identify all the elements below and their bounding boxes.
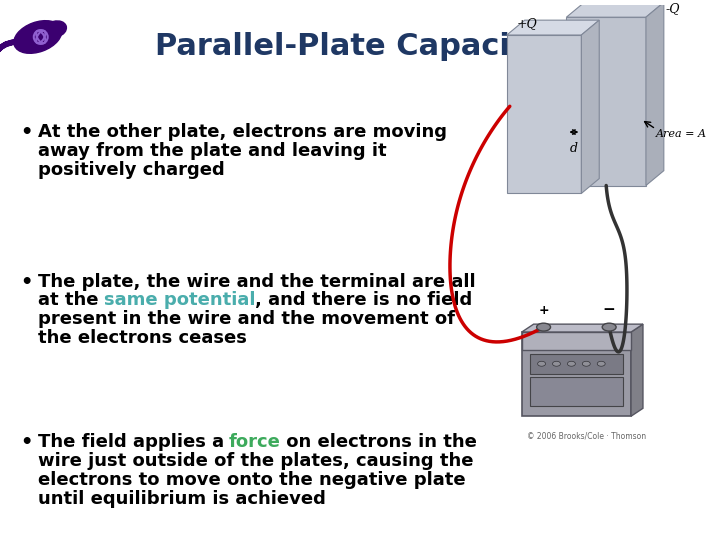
Bar <box>522 332 631 350</box>
Text: Parallel-Plate Capacitor: Parallel-Plate Capacitor <box>155 32 560 62</box>
Text: wire just outside of the plates, causing the: wire just outside of the plates, causing… <box>37 452 473 470</box>
Text: The plate, the wire and the terminal are all: The plate, the wire and the terminal are… <box>37 273 475 291</box>
Text: at the: at the <box>37 292 104 309</box>
Text: •: • <box>20 433 32 452</box>
Bar <box>522 332 631 416</box>
Text: •: • <box>20 123 32 142</box>
Ellipse shape <box>552 361 560 366</box>
Text: The field applies a: The field applies a <box>37 433 230 451</box>
Bar <box>530 354 623 374</box>
Polygon shape <box>507 20 599 35</box>
Text: © 2006 Brooks/Cole · Thomson: © 2006 Brooks/Cole · Thomson <box>527 431 646 440</box>
Text: electrons to move onto the negative plate: electrons to move onto the negative plat… <box>37 471 465 489</box>
Bar <box>507 35 581 193</box>
Ellipse shape <box>536 323 551 331</box>
Text: +Q: +Q <box>517 17 538 30</box>
Text: away from the plate and leaving it: away from the plate and leaving it <box>37 141 387 160</box>
Ellipse shape <box>538 361 546 366</box>
Text: on electrons in the: on electrons in the <box>281 433 477 451</box>
Text: •: • <box>20 273 32 292</box>
FancyArrowPatch shape <box>0 42 15 55</box>
Polygon shape <box>646 2 664 186</box>
Text: until equilibrium is achieved: until equilibrium is achieved <box>37 489 325 508</box>
Ellipse shape <box>598 361 606 366</box>
FancyArrowPatch shape <box>40 32 52 36</box>
Text: d: d <box>570 142 578 155</box>
Text: the electrons ceases: the electrons ceases <box>37 329 247 347</box>
Text: −: − <box>603 302 616 317</box>
Text: +: + <box>539 304 549 317</box>
Text: present in the wire and the movement of: present in the wire and the movement of <box>37 310 455 328</box>
Ellipse shape <box>45 21 66 37</box>
Bar <box>567 17 646 186</box>
Bar <box>530 376 623 406</box>
Text: At the other plate, electrons are moving: At the other plate, electrons are moving <box>37 123 447 141</box>
Polygon shape <box>522 324 643 332</box>
FancyArrowPatch shape <box>35 25 37 34</box>
Text: -Q: -Q <box>666 2 680 15</box>
Text: , and there is no field: , and there is no field <box>255 292 472 309</box>
Polygon shape <box>581 20 599 193</box>
Ellipse shape <box>14 21 62 53</box>
Polygon shape <box>567 2 664 17</box>
Ellipse shape <box>582 361 590 366</box>
Text: positively charged: positively charged <box>37 160 225 179</box>
Ellipse shape <box>567 361 575 366</box>
Text: force: force <box>229 433 281 451</box>
Ellipse shape <box>602 323 616 331</box>
Text: same potential: same potential <box>104 292 256 309</box>
FancyArrowPatch shape <box>38 40 40 49</box>
FancyArrowPatch shape <box>40 38 49 42</box>
Polygon shape <box>631 324 643 416</box>
Text: Area = A: Area = A <box>656 129 707 139</box>
